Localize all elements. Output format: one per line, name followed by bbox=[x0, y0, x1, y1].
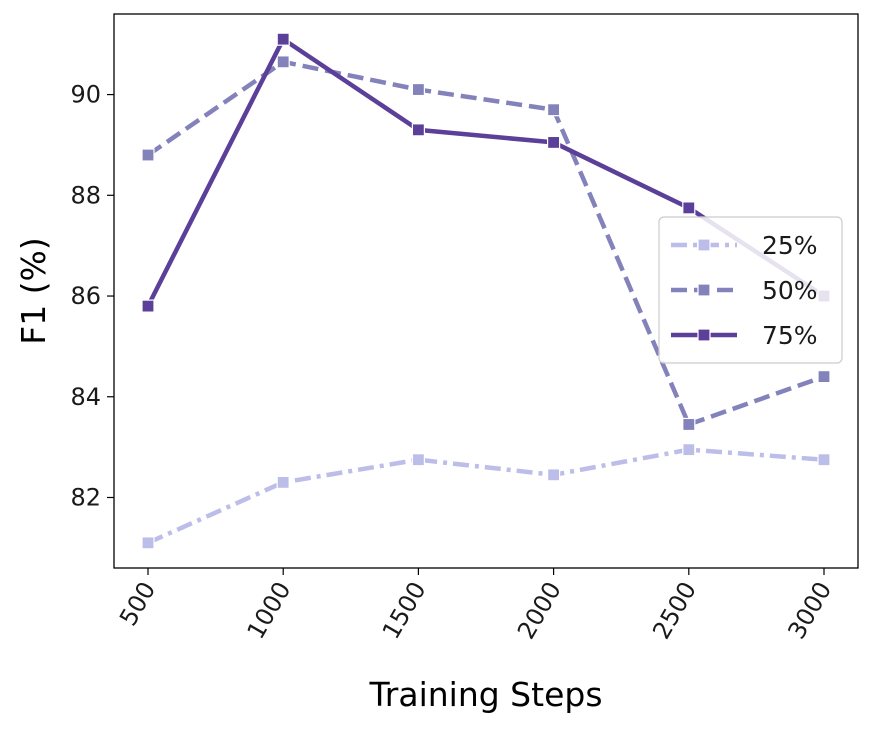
legend-label: 75% bbox=[762, 321, 818, 350]
legend-entry: 50% bbox=[671, 276, 818, 305]
x-axis-ticks: 500 1000 1500 2000 2500 3000 bbox=[114, 568, 837, 644]
y-axis-title: F1 (%) bbox=[14, 237, 53, 345]
data-point bbox=[411, 123, 425, 137]
legend-marker bbox=[697, 283, 711, 297]
legend: 25% 50% 75% bbox=[658, 216, 843, 364]
x-tick-label: 2000 bbox=[512, 577, 567, 644]
data-point bbox=[276, 32, 290, 46]
x-tick-label: 2500 bbox=[647, 577, 702, 644]
legend-entry: 25% bbox=[671, 231, 818, 260]
legend-label: 25% bbox=[762, 231, 818, 260]
y-tick-label: 86 bbox=[70, 282, 101, 310]
data-point bbox=[682, 201, 696, 215]
data-point bbox=[546, 103, 561, 117]
data-point bbox=[276, 55, 290, 69]
data-point bbox=[411, 82, 425, 97]
y-axis-ticks: 82 84 86 88 90 bbox=[70, 81, 114, 511]
data-point bbox=[141, 536, 155, 550]
y-tick-label: 88 bbox=[70, 181, 101, 209]
legend-marker bbox=[697, 328, 711, 342]
x-axis-title: Training Steps bbox=[368, 675, 602, 714]
series-line bbox=[147, 447, 825, 545]
data-point bbox=[141, 299, 155, 313]
y-tick-label: 90 bbox=[70, 81, 101, 109]
data-point bbox=[817, 370, 831, 384]
legend-box bbox=[658, 216, 843, 364]
plot-frame bbox=[113, 13, 859, 569]
x-tick-label: 1500 bbox=[377, 577, 432, 644]
series-1 bbox=[141, 443, 831, 550]
data-point bbox=[546, 135, 561, 150]
legend-marker bbox=[697, 238, 711, 252]
data-point bbox=[411, 453, 425, 467]
data-point bbox=[546, 468, 561, 482]
series-line bbox=[146, 59, 825, 427]
data-point bbox=[682, 417, 696, 432]
data-point bbox=[817, 453, 831, 467]
y-tick-label: 84 bbox=[70, 383, 101, 411]
x-tick-label: 1000 bbox=[242, 577, 297, 644]
x-tick-label: 3000 bbox=[782, 577, 837, 644]
data-point bbox=[276, 475, 290, 489]
y-tick-label: 82 bbox=[70, 483, 101, 511]
legend-entry: 75% bbox=[671, 321, 818, 350]
data-point bbox=[141, 148, 155, 162]
data-point bbox=[682, 443, 696, 457]
legend-label: 50% bbox=[762, 276, 818, 305]
series-2 bbox=[141, 55, 831, 432]
x-tick-label: 500 bbox=[114, 577, 161, 631]
